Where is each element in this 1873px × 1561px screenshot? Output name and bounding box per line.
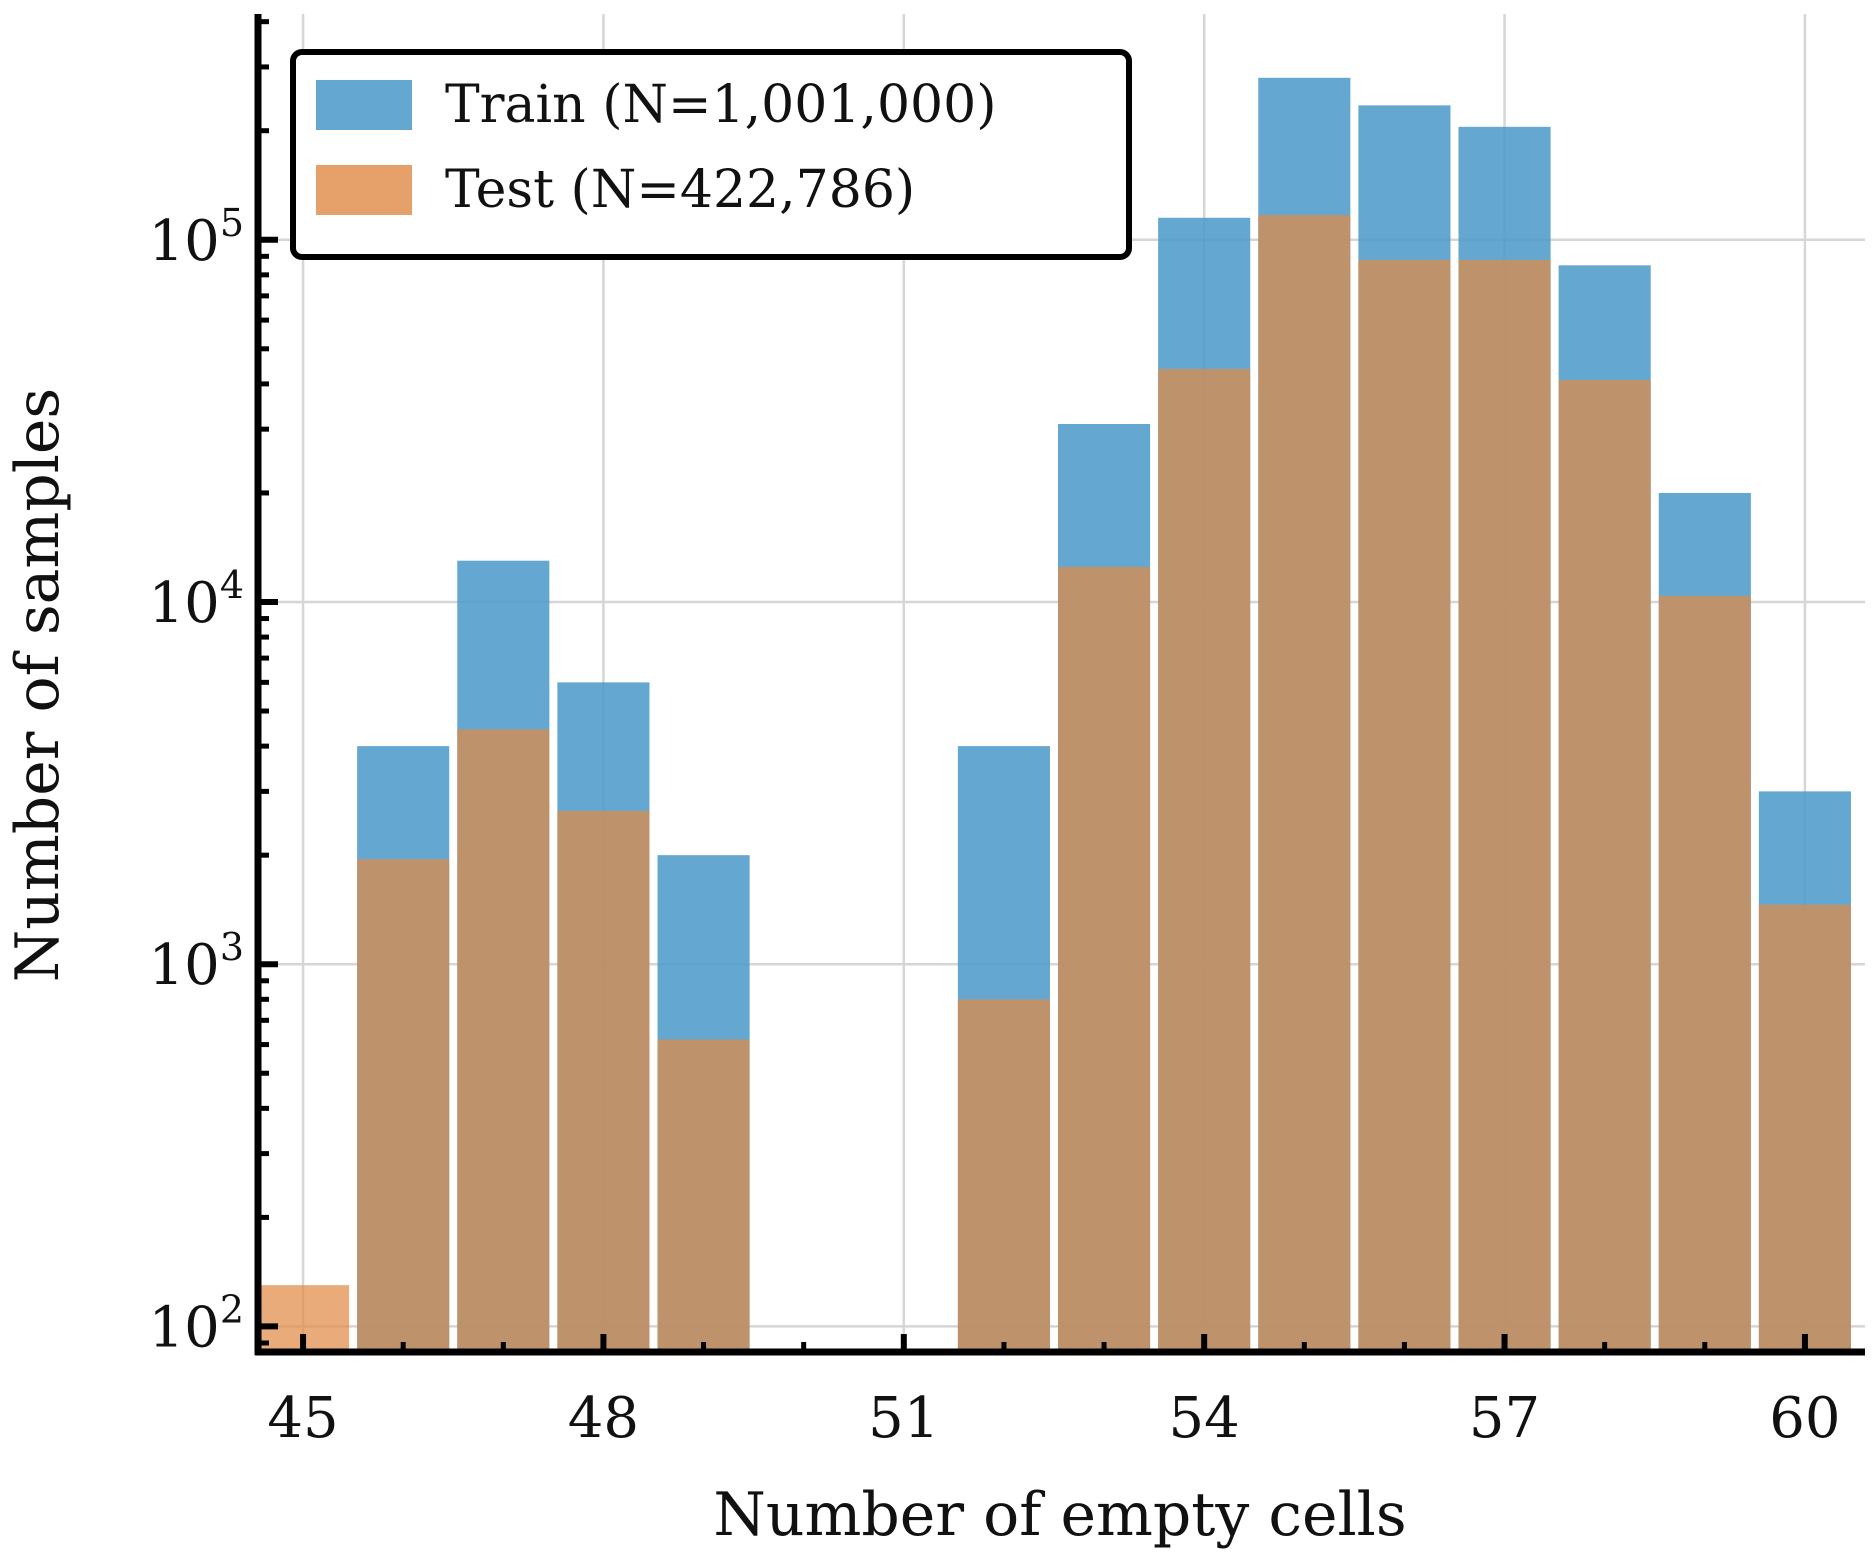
bar-test — [957, 999, 1050, 1352]
legend-label-test: Test (N=422,786) — [445, 160, 915, 220]
bar-test — [457, 729, 550, 1352]
legend-label-train: Train (N=1,001,000) — [445, 75, 996, 135]
legend-swatch-train — [316, 80, 412, 130]
bar-test — [1758, 904, 1851, 1352]
y-tick-label: 104 — [149, 563, 244, 636]
legend-box — [290, 49, 1132, 260]
label-layer: Number of empty cells Number of samples — [3, 388, 1407, 1550]
x-tick-label: 60 — [1769, 1386, 1840, 1451]
x-tick-label: 48 — [568, 1386, 639, 1451]
x-tick-label: 54 — [1169, 1386, 1240, 1451]
x-tick-label: 45 — [267, 1386, 338, 1451]
y-tick-label: 103 — [149, 925, 244, 998]
bar-test — [557, 810, 650, 1352]
y-tick-label: 105 — [149, 201, 244, 274]
legend: Train (N=1,001,000) Test (N=422,786) — [290, 49, 1132, 260]
bar-test — [1258, 215, 1351, 1352]
y-axis-label: Number of samples — [3, 388, 73, 982]
bar-test — [1458, 259, 1551, 1352]
x-axis-label: Number of empty cells — [713, 1480, 1406, 1550]
x-tick-label: 57 — [1469, 1386, 1540, 1451]
x-tick-label: 51 — [868, 1386, 939, 1451]
bar-test — [657, 1039, 750, 1352]
bar-test — [357, 859, 450, 1352]
legend-swatch-test — [316, 165, 412, 215]
bar-test — [1158, 368, 1251, 1352]
bar-layer — [256, 77, 1851, 1353]
bar-test — [1358, 259, 1451, 1352]
bar-test — [1658, 595, 1751, 1352]
axis-layer: 102 103 104 105 45 48 51 54 57 60 — [149, 14, 1865, 1451]
y-tick-label: 102 — [149, 1287, 244, 1360]
bar-test — [1057, 566, 1151, 1352]
bar-test — [1558, 380, 1651, 1352]
